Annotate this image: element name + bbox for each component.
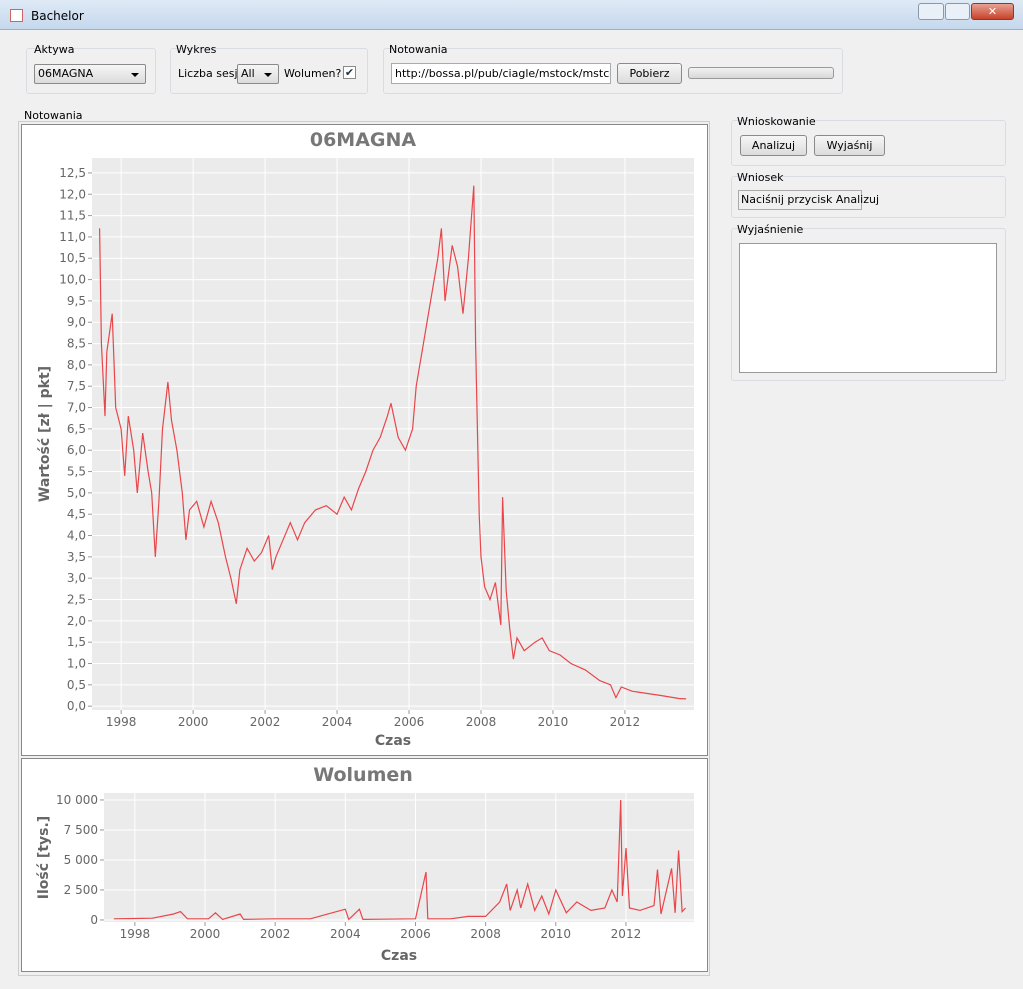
y-tick-label: 10,0 <box>59 273 86 287</box>
y-tick-label: 10 000 <box>56 793 98 807</box>
group-label: Wnioskowanie <box>737 115 816 128</box>
maximize-button[interactable] <box>945 3 970 20</box>
group-label: Wyjaśnienie <box>737 223 804 236</box>
title-bar <box>0 0 1023 30</box>
y-tick-label: 4,0 <box>67 529 86 543</box>
x-tick-label: 2002 <box>260 927 291 941</box>
x-axis-label: Czas <box>375 733 411 749</box>
y-tick-label: 2,5 <box>67 593 86 607</box>
x-tick-label: 2012 <box>610 715 641 729</box>
y-tick-label: 5,0 <box>67 486 86 500</box>
explanation-textarea[interactable] <box>739 243 997 373</box>
sessions-label: Liczba sesji <box>178 67 241 80</box>
x-tick-label: 1998 <box>120 927 151 941</box>
x-tick-label: 2002 <box>250 715 281 729</box>
y-axis-label: Ilość [tys.] <box>36 816 52 899</box>
x-tick-label: 1998 <box>106 715 137 729</box>
aktywa-group <box>26 48 156 94</box>
conclusion-text: Naciśnij przycisk Analizuj <box>738 190 879 210</box>
y-tick-label: 11,5 <box>59 209 86 223</box>
y-tick-label: 3,5 <box>67 550 86 564</box>
wnioskowanie-group <box>731 120 1006 166</box>
y-tick-label: 2 500 <box>64 883 98 897</box>
y-tick-label: 10,5 <box>59 251 86 265</box>
group-label: Aktywa <box>34 43 75 56</box>
chart-title: 06MAGNA <box>310 129 417 151</box>
y-tick-label: 9,0 <box>67 315 86 329</box>
y-tick-label: 2,0 <box>67 614 86 628</box>
plot-area <box>92 158 694 710</box>
y-tick-label: 5 000 <box>64 853 98 867</box>
explain-button[interactable]: Wyjaśnij <box>814 135 885 156</box>
y-tick-label: 8,0 <box>67 358 86 372</box>
price-line <box>99 185 687 700</box>
y-axis-label: Wartość [zł | pkt] <box>37 366 53 502</box>
download-button[interactable]: Pobierz <box>617 63 682 84</box>
y-tick-label: 7,0 <box>67 401 86 415</box>
x-tick-label: 2004 <box>330 927 361 941</box>
x-axis-label: Czas <box>381 948 417 964</box>
y-tick-label: 4,5 <box>67 507 86 521</box>
y-tick-label: 1,0 <box>67 657 86 671</box>
x-tick-label: 2012 <box>611 927 642 941</box>
wyjasnienie-group <box>731 228 1006 381</box>
y-tick-label: 7 500 <box>64 823 98 837</box>
panel-label: Notowania <box>24 109 83 122</box>
y-tick-label: 12,5 <box>59 166 86 180</box>
chart-panel <box>18 121 710 976</box>
close-button[interactable]: ✕ <box>971 3 1014 20</box>
url-field[interactable]: http://bossa.pl/pub/ciagle/mstock/mstcgl… <box>391 63 611 84</box>
group-label: Wniosek <box>737 171 784 184</box>
minimize-button[interactable] <box>918 3 944 20</box>
y-tick-label: 3,0 <box>67 571 86 585</box>
x-tick-label: 2000 <box>178 715 209 729</box>
y-tick-label: 6,5 <box>67 422 86 436</box>
y-tick-label: 7,5 <box>67 379 86 393</box>
x-tick-label: 2010 <box>541 927 572 941</box>
volume-label: Wolumen? <box>284 67 342 80</box>
wniosek-group <box>731 176 1006 218</box>
wykres-group <box>170 48 368 94</box>
volume-checkbox[interactable]: ✔ <box>343 66 356 79</box>
y-tick-label: 9,5 <box>67 294 86 308</box>
x-tick-label: 2006 <box>400 927 431 941</box>
x-tick-label: 2006 <box>394 715 425 729</box>
y-tick-label: 1,5 <box>67 635 86 649</box>
app-icon <box>10 9 23 22</box>
asset-combo[interactable]: 06MAGNA <box>34 64 146 84</box>
y-tick-label: 5,5 <box>67 465 86 479</box>
x-tick-label: 2010 <box>538 715 569 729</box>
y-tick-label: 0,5 <box>67 678 86 692</box>
progress-bar <box>688 67 834 79</box>
group-label: Wykres <box>176 43 217 56</box>
y-tick-label: 12,0 <box>59 187 86 201</box>
chart-title: Wolumen <box>313 764 413 786</box>
sessions-combo[interactable]: All <box>237 64 279 84</box>
window-title: Bachelor <box>31 9 84 23</box>
notowania-group <box>383 48 843 94</box>
x-tick-label: 2004 <box>322 715 353 729</box>
x-tick-label: 2008 <box>470 927 501 941</box>
plot-area <box>104 793 694 922</box>
group-label: Notowania <box>389 43 448 56</box>
price-line <box>113 799 687 921</box>
y-tick-label: 0 <box>90 913 98 927</box>
y-tick-label: 6,0 <box>67 443 86 457</box>
y-tick-label: 0,0 <box>67 699 86 713</box>
analyze-button[interactable]: Analizuj <box>740 135 807 156</box>
x-tick-label: 2008 <box>466 715 497 729</box>
y-tick-label: 11,0 <box>59 230 86 244</box>
y-tick-label: 8,5 <box>67 337 86 351</box>
x-tick-label: 2000 <box>190 927 221 941</box>
